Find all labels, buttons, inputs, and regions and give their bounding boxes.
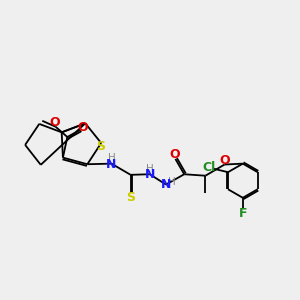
Text: S: S <box>96 140 105 153</box>
Text: H: H <box>108 153 116 163</box>
Text: H: H <box>146 164 154 174</box>
Text: N: N <box>145 168 155 181</box>
Text: F: F <box>238 207 247 220</box>
Text: H: H <box>168 177 176 187</box>
Text: O: O <box>169 148 179 161</box>
Text: N: N <box>161 178 171 191</box>
Text: O: O <box>220 154 230 167</box>
Text: O: O <box>77 121 88 134</box>
Text: N: N <box>106 158 117 171</box>
Text: Cl: Cl <box>202 161 215 174</box>
Text: S: S <box>126 191 135 204</box>
Text: O: O <box>50 116 60 129</box>
